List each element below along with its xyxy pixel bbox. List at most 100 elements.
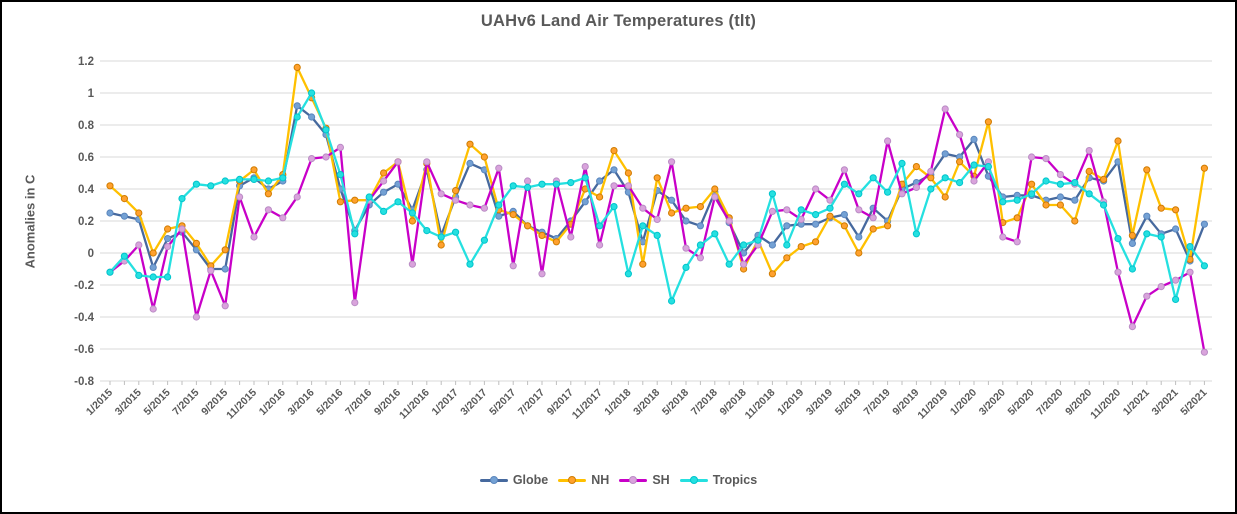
data-point-marker <box>236 193 244 201</box>
y-tick-label: -0.4 <box>74 312 94 324</box>
data-point-marker <box>293 193 301 201</box>
legend-item-sh[interactable]: SH <box>619 473 670 487</box>
data-point-marker <box>1085 167 1093 175</box>
data-point-marker <box>610 147 618 155</box>
data-point-marker <box>610 203 618 211</box>
y-tick-label: 0.2 <box>78 216 94 228</box>
data-point-marker <box>812 211 820 219</box>
data-point-marker <box>1200 262 1209 270</box>
chart-legend: Globe NH SH Tropics <box>2 473 1235 487</box>
data-point-marker <box>1100 201 1108 209</box>
data-point-marker <box>1200 220 1209 228</box>
x-tick-label: 7/2017 <box>516 387 547 418</box>
series-sh <box>106 105 1209 356</box>
data-point-marker <box>1157 283 1165 291</box>
data-point-marker <box>221 265 229 273</box>
data-point-marker <box>394 158 402 166</box>
x-tick-label: 11/2018 <box>743 387 778 422</box>
data-point-marker <box>509 211 517 219</box>
data-point-marker <box>192 180 200 188</box>
data-point-marker <box>135 271 143 279</box>
data-point-marker <box>1172 276 1180 284</box>
data-point-marker <box>106 268 114 276</box>
x-tick-label: 7/2020 <box>1034 387 1065 418</box>
data-point-marker <box>279 174 287 182</box>
data-point-marker <box>1042 201 1050 209</box>
data-point-marker <box>524 183 532 191</box>
data-point-marker <box>927 174 935 182</box>
data-point-marker <box>1013 214 1021 222</box>
data-point-marker <box>149 263 157 271</box>
data-point-marker <box>408 217 416 225</box>
data-point-marker <box>293 113 301 121</box>
data-point-marker <box>653 174 661 182</box>
legend-item-globe[interactable]: Globe <box>479 473 549 487</box>
data-point-marker <box>696 222 705 230</box>
data-point-marker <box>869 225 877 233</box>
data-point-marker <box>552 180 561 188</box>
data-point-marker <box>840 166 849 174</box>
x-tick-label: 7/2016 <box>343 387 374 418</box>
data-point-marker <box>581 174 589 182</box>
data-point-marker <box>149 273 157 281</box>
x-tick-label: 1/2016 <box>257 387 288 418</box>
data-point-marker <box>149 305 157 313</box>
data-point-marker <box>480 204 488 212</box>
series-line-nh <box>108 66 1206 275</box>
legend-item-nh[interactable]: NH <box>558 473 609 487</box>
data-point-marker <box>768 241 777 249</box>
data-point-marker <box>1085 190 1093 198</box>
data-point-marker <box>768 190 777 198</box>
x-tick-label: 5/2019 <box>833 387 864 418</box>
data-point-marker <box>768 207 777 215</box>
data-point-marker <box>624 182 633 190</box>
data-point-marker <box>941 150 949 158</box>
x-tick-label: 5/2016 <box>314 387 345 418</box>
data-point-marker <box>466 159 474 167</box>
x-tick-label: 3/2017 <box>458 387 489 418</box>
x-tick-label: 1/2017 <box>430 387 461 418</box>
data-point-marker <box>1013 238 1021 246</box>
data-point-marker <box>970 135 978 143</box>
data-point-marker <box>610 182 618 190</box>
data-point-marker <box>1028 153 1036 161</box>
x-tick-label: 5/2017 <box>487 387 518 418</box>
data-point-marker <box>711 230 719 238</box>
x-tick-label: 7/2018 <box>689 387 720 418</box>
data-point-marker <box>711 185 719 193</box>
data-point-marker <box>1042 155 1050 163</box>
data-point-marker <box>264 190 272 198</box>
x-tick-label: 11/2016 <box>397 387 432 422</box>
data-point-marker <box>696 254 705 262</box>
data-point-marker <box>912 163 921 171</box>
y-tick-label: -0.6 <box>74 344 94 356</box>
x-tick-label: 3/2019 <box>804 387 835 418</box>
data-point-marker <box>423 158 431 166</box>
data-point-marker <box>984 118 993 126</box>
legend-item-tropics[interactable]: Tropics <box>679 473 757 487</box>
legend-label: Globe <box>512 473 549 487</box>
data-point-marker <box>567 233 575 241</box>
data-point-marker <box>999 198 1007 206</box>
data-point-marker <box>380 169 388 177</box>
data-point-marker <box>1056 201 1065 209</box>
data-point-marker <box>941 193 949 201</box>
series-tropics <box>106 89 1209 305</box>
data-point-marker <box>1157 233 1165 241</box>
data-point-marker <box>898 190 906 198</box>
data-point-marker <box>1056 193 1065 201</box>
data-point-marker <box>970 161 978 169</box>
series-nh <box>106 63 1209 278</box>
data-point-marker <box>567 179 575 187</box>
data-point-marker <box>336 171 344 179</box>
data-point-marker <box>437 241 445 249</box>
data-point-marker <box>797 243 805 251</box>
data-point-marker <box>596 241 604 249</box>
data-point-marker <box>351 196 359 204</box>
legend-swatch-globe <box>479 475 508 485</box>
data-point-marker <box>423 227 431 235</box>
data-point-marker <box>596 222 604 230</box>
data-point-marker <box>1200 164 1209 172</box>
x-tick-label: 1/2021 <box>1121 387 1152 418</box>
data-point-marker <box>524 222 532 230</box>
